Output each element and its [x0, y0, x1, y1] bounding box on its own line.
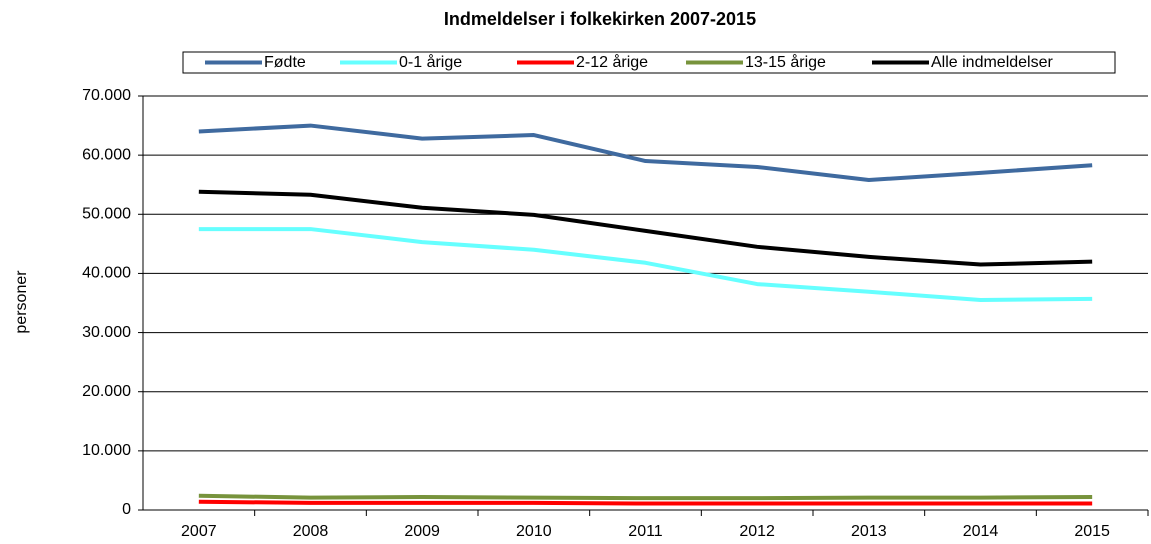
- legend-label: 0-1 årige: [399, 53, 462, 71]
- series-line: [198, 499, 1093, 506]
- y-tick-label: 20.000: [82, 383, 131, 400]
- x-tick-label: 2015: [1074, 523, 1110, 540]
- legend-label: Alle indmeldelser: [931, 54, 1054, 71]
- x-tick-label: 2008: [293, 523, 329, 540]
- y-axis-label: personer: [13, 270, 30, 334]
- series-line: [198, 493, 1093, 501]
- series-line: [198, 123, 1093, 182]
- x-tick-label: 2010: [516, 523, 552, 540]
- y-tick-label: 30.000: [82, 324, 131, 341]
- x-tick-label: 2013: [851, 523, 887, 540]
- series-line: [198, 227, 1093, 303]
- series-line: [198, 189, 1093, 267]
- x-tick-label: 2014: [963, 523, 999, 540]
- y-tick-label: 10.000: [82, 442, 131, 459]
- chart-title: Indmeldelser i folkekirken 2007-2015: [444, 9, 756, 29]
- legend-box: [182, 51, 1116, 74]
- x-tick-label: 2009: [404, 523, 440, 540]
- y-tick-label: 40.000: [82, 265, 131, 282]
- y-tick-label: 0: [122, 501, 131, 518]
- legend-label: 2-12 årige: [576, 53, 648, 71]
- x-tick-label: 2012: [739, 523, 775, 540]
- y-tick-label: 60.000: [82, 146, 131, 163]
- legend-label: Fødte: [264, 54, 306, 71]
- legend-label: 13-15 årige: [745, 53, 826, 71]
- y-tick-label: 50.000: [82, 206, 131, 223]
- x-tick-label: 2011: [628, 523, 663, 540]
- y-tick-label: 70.000: [82, 87, 131, 104]
- x-tick-label: 2007: [181, 523, 217, 540]
